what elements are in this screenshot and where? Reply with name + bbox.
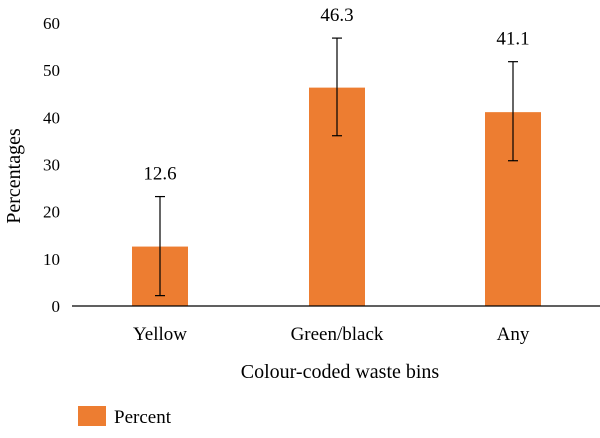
y-tick-label: 20 [43, 203, 60, 222]
legend-swatch [78, 406, 106, 426]
y-tick-label: 50 [43, 61, 60, 80]
x-category-label: Green/black [291, 324, 384, 345]
error-bar [508, 61, 518, 162]
data-label: 41.1 [496, 29, 529, 50]
y-tick-label: 40 [43, 108, 60, 127]
legend: Percent [78, 406, 172, 428]
x-axis-categories: Yellow Green/black Any [133, 324, 530, 345]
x-category-label: Any [497, 324, 530, 345]
x-axis-title: Colour-coded waste bins [241, 361, 440, 383]
y-tick-label: 0 [52, 297, 61, 316]
data-label: 46.3 [320, 5, 353, 26]
x-category-label: Yellow [133, 324, 187, 345]
data-label: 12.6 [143, 164, 176, 185]
data-labels: 12.6 46.3 41.1 [143, 5, 529, 184]
y-tick-label: 10 [43, 250, 60, 269]
legend-label: Percent [114, 407, 172, 428]
y-tick-label: 30 [43, 156, 60, 175]
error-bars [155, 37, 518, 297]
y-tick-label: 60 [43, 14, 60, 33]
y-axis-title: Percentages [3, 128, 25, 224]
y-axis-ticks: 0 10 20 30 40 50 60 [43, 14, 60, 316]
error-bar [332, 37, 342, 137]
error-bar [155, 195, 165, 297]
